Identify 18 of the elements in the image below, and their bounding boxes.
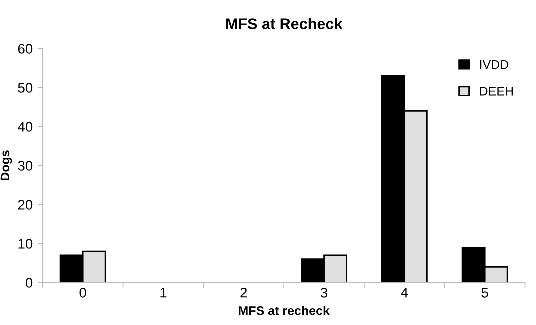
y-tick-label: 20 (18, 200, 33, 210)
y-tick-label: 10 (18, 239, 33, 249)
x-tick-label: 0 (80, 288, 86, 298)
x-tick-label: 4 (401, 288, 408, 298)
y-axis-title: Dogs (0, 150, 12, 181)
y-tick-label: 0 (26, 278, 33, 288)
y-tick-label: 40 (18, 122, 33, 132)
x-tick-label: 1 (160, 288, 167, 298)
x-tick-label: 3 (320, 288, 328, 298)
legend-label: IVDD (480, 60, 509, 70)
chart-title: MFS at Recheck (226, 18, 343, 30)
y-tick-label: 50 (18, 83, 33, 93)
x-tick-label: 5 (482, 288, 488, 298)
y-tick-label: 30 (18, 161, 33, 171)
x-axis-title: MFS at recheck (239, 306, 330, 316)
legend-label: DEEH (480, 87, 514, 96)
y-tick-label: 60 (18, 44, 33, 54)
x-tick-label: 2 (240, 288, 248, 298)
